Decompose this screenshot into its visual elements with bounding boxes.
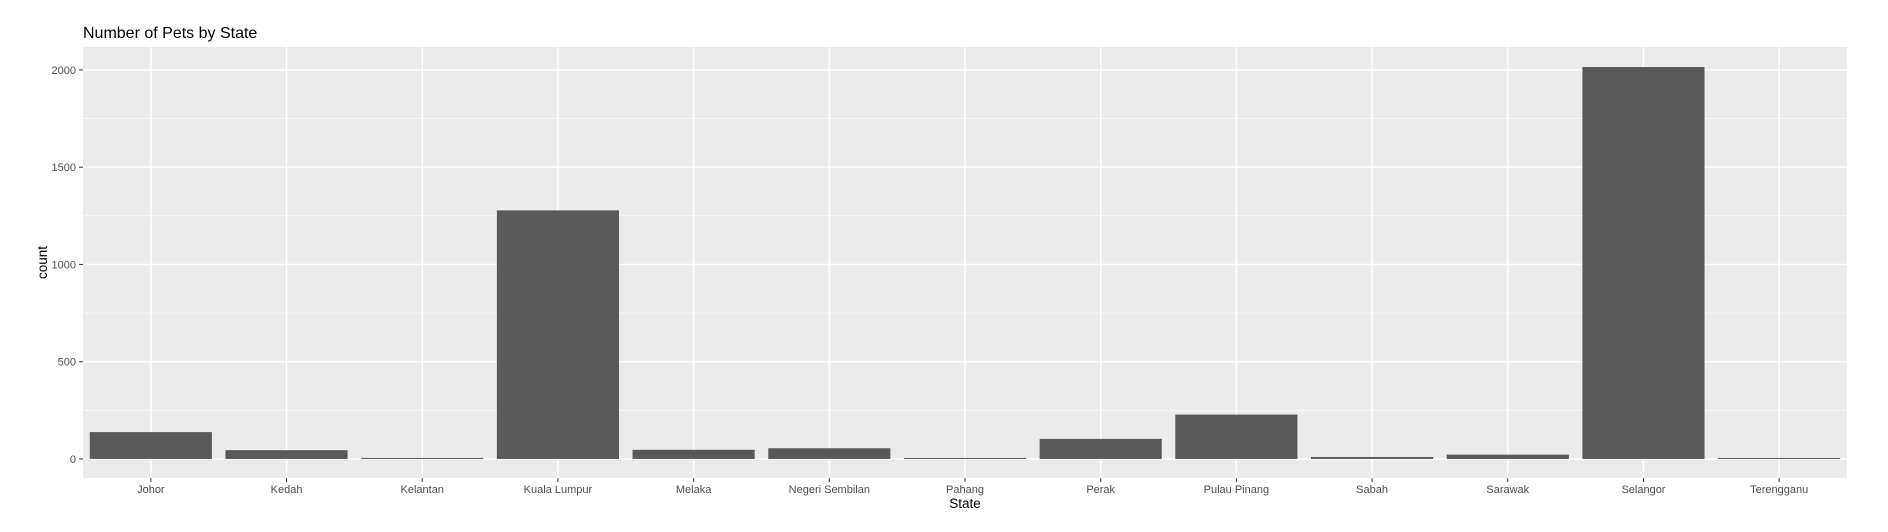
x-tick-label: Pulau Pinang <box>1204 484 1269 496</box>
bar-kedah <box>225 450 348 459</box>
x-tick-label: Selangor <box>1621 484 1665 496</box>
bar-johor <box>89 432 212 459</box>
bar-kuala-lumpur <box>496 210 619 459</box>
chart-title: Number of Pets by State <box>83 25 257 42</box>
x-tick-label: Terengganu <box>1750 484 1808 496</box>
bar-melaka <box>632 449 755 459</box>
bar-terengganu <box>1718 457 1841 459</box>
x-tick-label: Kedah <box>271 484 303 496</box>
x-tick-label: Negeri Sembilan <box>789 484 870 496</box>
y-tick-label: 0 <box>70 454 76 466</box>
bar-sarawak <box>1446 454 1569 459</box>
x-tick-label: Sabah <box>1356 484 1388 496</box>
bar-selangor <box>1582 67 1705 459</box>
y-tick-label: 1000 <box>52 259 76 271</box>
bar-perak <box>1039 438 1162 459</box>
bar-kelantan <box>361 457 484 459</box>
x-tick-label: Perak <box>1086 484 1115 496</box>
y-tick-label: 1500 <box>52 162 76 174</box>
x-tick-label: Kuala Lumpur <box>524 484 593 496</box>
y-axis: 0 500 1000 1500 2000 <box>52 65 83 466</box>
y-tick-label: 500 <box>58 357 76 369</box>
x-tick-label: Kelantan <box>401 484 444 496</box>
bar-sabah <box>1311 456 1434 459</box>
bar-pahang <box>903 457 1027 459</box>
gridlines <box>83 47 1847 478</box>
x-tick-label: Johor <box>137 484 165 496</box>
x-tick-label: Pahang <box>946 484 984 496</box>
bar-pulau-pinang <box>1175 414 1298 459</box>
y-axis-title: count <box>35 246 50 279</box>
bars <box>89 67 1841 459</box>
x-tick-label: Melaka <box>676 484 712 496</box>
x-axis: Johor Kedah Kelantan Kuala Lumpur Melaka Nege… <box>137 478 1808 496</box>
y-tick-label: 2000 <box>52 65 76 77</box>
x-axis-title: State <box>949 496 981 511</box>
bar-negeri-sembilan <box>768 448 891 459</box>
x-tick-label: Sarawak <box>1486 484 1529 496</box>
